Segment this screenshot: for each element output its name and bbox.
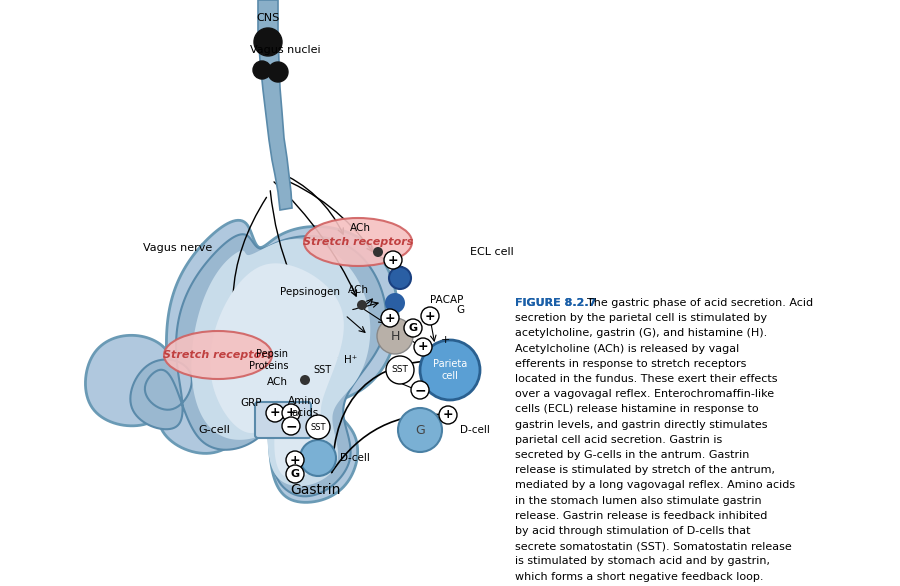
Text: secrete somatostatin (SST). Somatostatin release: secrete somatostatin (SST). Somatostatin… (515, 541, 792, 551)
Text: gastrin levels, and gastrin directly stimulates: gastrin levels, and gastrin directly sti… (515, 420, 768, 430)
Text: +: + (270, 407, 280, 420)
Circle shape (300, 440, 336, 476)
Text: release. Gastrin release is feedback inhibited: release. Gastrin release is feedback inh… (515, 511, 768, 521)
Text: which forms a short negative feedback loop.: which forms a short negative feedback lo… (515, 571, 763, 581)
Circle shape (439, 406, 457, 424)
Text: secretion by the parietal cell is stimulated by: secretion by the parietal cell is stimul… (515, 313, 767, 323)
Text: Pepsinogen: Pepsinogen (280, 287, 340, 297)
Text: efferents in response to stretch receptors: efferents in response to stretch recepto… (515, 359, 746, 369)
Text: ACh: ACh (347, 285, 368, 295)
FancyBboxPatch shape (255, 402, 311, 438)
Text: is stimulated by stomach acid and by gastrin,: is stimulated by stomach acid and by gas… (515, 556, 770, 567)
Text: in the stomach lumen also stimulate gastrin: in the stomach lumen also stimulate gast… (515, 496, 761, 506)
Circle shape (386, 356, 414, 384)
Text: G: G (409, 323, 418, 333)
Circle shape (389, 267, 411, 289)
Text: −: − (414, 383, 426, 397)
Text: SST: SST (392, 366, 409, 374)
Text: Amino
acids: Amino acids (288, 396, 321, 418)
Text: Stretch receptors: Stretch receptors (163, 350, 274, 360)
Text: acetylcholine, gastrin (G), and histamine (H).: acetylcholine, gastrin (G), and histamin… (515, 328, 767, 338)
Text: The gastric phase of acid secretion. Acid: The gastric phase of acid secretion. Aci… (587, 298, 813, 308)
Text: GRP: GRP (240, 398, 262, 408)
Text: +: + (440, 335, 450, 345)
Ellipse shape (164, 331, 272, 379)
Text: secreted by G-cells in the antrum. Gastrin: secreted by G-cells in the antrum. Gastr… (515, 450, 750, 460)
Text: by acid through stimulation of D-cells that: by acid through stimulation of D-cells t… (515, 526, 751, 536)
Text: +: + (388, 254, 399, 267)
Polygon shape (210, 263, 344, 478)
Text: +: + (384, 312, 395, 325)
Polygon shape (130, 234, 386, 496)
Text: over a vagovagal reflex. Enterochromaffin-like: over a vagovagal reflex. Enterochromaffi… (515, 389, 774, 399)
Circle shape (384, 251, 402, 269)
Circle shape (266, 404, 284, 422)
Text: Parieta
cell: Parieta cell (433, 359, 467, 381)
Text: H⁺: H⁺ (344, 355, 357, 365)
Text: Vagus nerve: Vagus nerve (143, 243, 212, 253)
Text: ACh: ACh (349, 223, 371, 233)
Text: Stretch receptors: Stretch receptors (302, 237, 413, 247)
Circle shape (385, 293, 405, 313)
Circle shape (411, 381, 429, 399)
Text: +: + (425, 309, 436, 322)
Text: ACh: ACh (267, 377, 288, 387)
Polygon shape (258, 0, 292, 210)
Text: SST: SST (314, 365, 332, 375)
Text: +: + (290, 454, 301, 466)
Text: −: − (285, 419, 297, 433)
Text: Pepsin
Proteins: Pepsin Proteins (248, 349, 288, 371)
Text: +: + (443, 408, 454, 421)
Circle shape (381, 309, 399, 327)
Text: parietal cell acid secretion. Gastrin is: parietal cell acid secretion. Gastrin is (515, 435, 722, 445)
Text: FIGURE 8.2.7: FIGURE 8.2.7 (515, 298, 597, 308)
Text: +: + (418, 340, 428, 353)
Text: SST: SST (310, 423, 326, 431)
Text: D-cell: D-cell (460, 425, 490, 435)
Polygon shape (192, 239, 370, 486)
Circle shape (398, 408, 442, 452)
Text: H: H (391, 329, 400, 342)
Text: ECL cell: ECL cell (470, 247, 514, 257)
Circle shape (377, 318, 413, 354)
Text: Acetylcholine (ACh) is released by vagal: Acetylcholine (ACh) is released by vagal (515, 343, 739, 353)
Text: located in the fundus. These exert their effects: located in the fundus. These exert their… (515, 374, 778, 384)
Text: +: + (285, 407, 296, 420)
Circle shape (253, 61, 271, 79)
Circle shape (373, 247, 383, 257)
Polygon shape (86, 220, 398, 502)
Text: G-cell: G-cell (198, 425, 230, 435)
Ellipse shape (304, 218, 412, 266)
Text: Gastrin: Gastrin (290, 483, 340, 497)
Text: Vagus nuclei: Vagus nuclei (249, 45, 320, 55)
Circle shape (404, 319, 422, 337)
Circle shape (286, 451, 304, 469)
Text: release is stimulated by stretch of the antrum,: release is stimulated by stretch of the … (515, 465, 775, 475)
Circle shape (357, 300, 367, 310)
Circle shape (282, 404, 300, 422)
Circle shape (420, 340, 480, 400)
Circle shape (286, 465, 304, 483)
Text: D-cell: D-cell (340, 453, 370, 463)
Circle shape (268, 62, 288, 82)
Text: PACAP: PACAP (430, 295, 464, 305)
Text: G: G (291, 469, 300, 479)
Text: cells (ECL) release histamine in response to: cells (ECL) release histamine in respons… (515, 404, 759, 414)
Circle shape (254, 28, 282, 56)
Circle shape (282, 417, 300, 435)
Circle shape (414, 338, 432, 356)
Text: CNS: CNS (256, 13, 280, 23)
Text: FIGURE 8.2.7: FIGURE 8.2.7 (515, 298, 600, 308)
Circle shape (421, 307, 439, 325)
Circle shape (300, 375, 310, 385)
Circle shape (306, 415, 330, 439)
Text: G: G (415, 424, 425, 437)
Text: mediated by a long vagovagal reflex. Amino acids: mediated by a long vagovagal reflex. Ami… (515, 481, 795, 490)
Text: G: G (456, 305, 464, 315)
